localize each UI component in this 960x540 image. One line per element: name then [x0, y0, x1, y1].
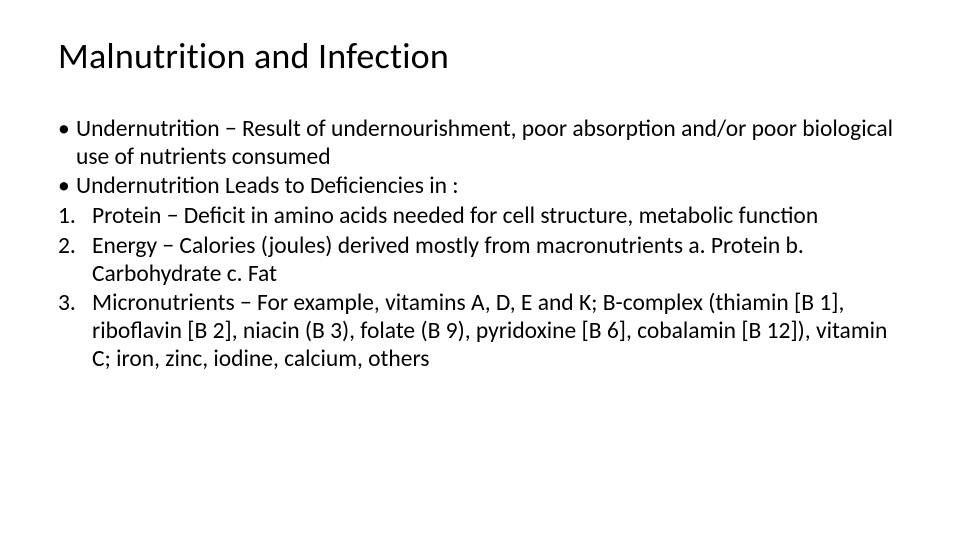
- slide-title: Malnutrition and Infection: [58, 34, 902, 78]
- bullet-item: • Undernutrition − Result of undernouris…: [58, 116, 902, 171]
- numbered-text: Energy − Calories (joules) derived mostl…: [92, 233, 902, 288]
- slide: Malnutrition and Infection • Undernutrit…: [0, 0, 960, 540]
- bullet-item: • Undernutrition Leads to Deficiencies i…: [58, 173, 902, 201]
- numbered-item: 1. Protein − Deficit in amino acids need…: [58, 203, 902, 231]
- numbered-text: Micronutrients − For example, vitamins A…: [92, 290, 902, 373]
- slide-body: • Undernutrition − Result of undernouris…: [58, 116, 902, 373]
- number-marker: 3.: [58, 290, 92, 373]
- bullet-text: Undernutrition Leads to Deficiencies in …: [76, 173, 902, 201]
- bullet-marker: •: [58, 173, 76, 201]
- number-marker: 2.: [58, 233, 92, 288]
- numbered-item: 3. Micronutrients − For example, vitamin…: [58, 290, 902, 373]
- numbered-text: Protein − Deficit in amino acids needed …: [92, 203, 902, 231]
- bullet-marker: •: [58, 116, 76, 171]
- bullet-text: Undernutrition − Result of undernourishm…: [76, 116, 902, 171]
- numbered-item: 2. Energy − Calories (joules) derived mo…: [58, 233, 902, 288]
- number-marker: 1.: [58, 203, 92, 231]
